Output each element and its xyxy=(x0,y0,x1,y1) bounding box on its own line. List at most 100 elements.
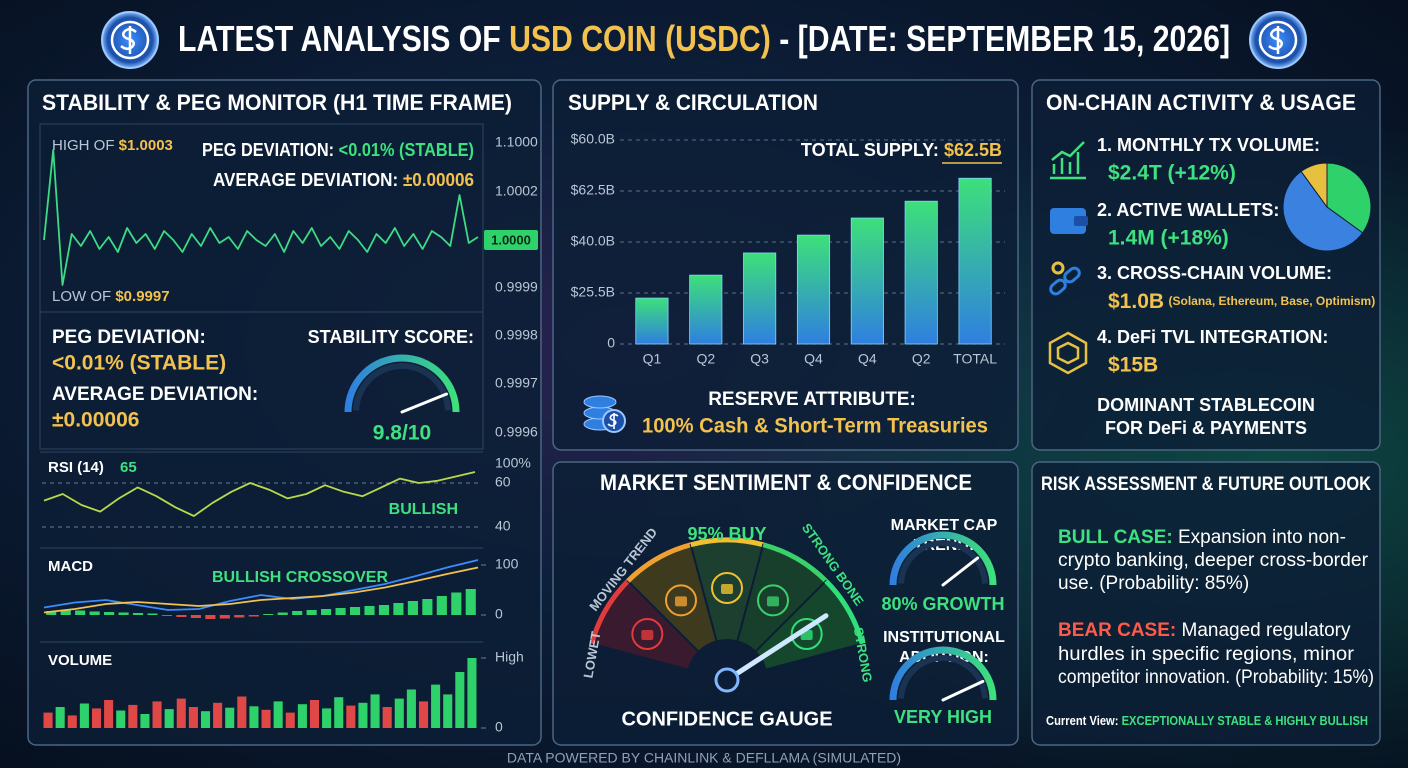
gauge-rim xyxy=(589,579,630,645)
y-tick-label: 60 xyxy=(495,474,511,490)
bar xyxy=(164,709,174,728)
histogram-bar xyxy=(234,615,245,618)
current-price-box xyxy=(484,230,538,250)
gauge-arc xyxy=(344,354,460,413)
y-axis-label: 0.9999 xyxy=(495,279,538,295)
pie-slice xyxy=(1326,162,1372,234)
avg-annotation: AVERAGE DEVIATION: ±0.00006 xyxy=(213,170,474,190)
bar xyxy=(249,706,259,728)
histogram-bar xyxy=(263,614,274,615)
gauge-arc xyxy=(889,531,997,586)
gauge-needle xyxy=(941,556,980,587)
histogram-bar xyxy=(118,612,129,615)
reserve-icon xyxy=(583,395,626,433)
panel-title: ON-CHAIN ACTIVITY & USAGE xyxy=(1046,90,1356,115)
supply-panel xyxy=(552,79,1019,451)
bar xyxy=(418,701,429,728)
item-value: $15B xyxy=(1108,354,1158,377)
histogram-bar xyxy=(292,611,303,615)
x-tick-label: Q4 xyxy=(804,351,823,367)
bar xyxy=(370,694,380,728)
histogram-bar xyxy=(422,599,433,615)
stability-gauge xyxy=(344,354,460,414)
x-tick-label: Q2 xyxy=(912,351,931,367)
footer: DATA POWERED BY CHAINLINK & DEFLLAMA (SI… xyxy=(507,750,901,766)
bar xyxy=(467,658,477,728)
bull-text: Expansion into non- xyxy=(1178,527,1346,548)
bar xyxy=(455,672,465,728)
y-axis-label: 0.9997 xyxy=(495,375,538,391)
macd-annotation: BULLISH CROSSOVER xyxy=(212,569,388,586)
pie-slice xyxy=(1282,170,1364,252)
score-value: 9.8/10 xyxy=(373,422,431,445)
tx-icon xyxy=(1050,141,1086,180)
summary: FOR DeFi & PAYMENTS xyxy=(1105,418,1307,438)
bar xyxy=(285,712,295,728)
gauge-icon-mark xyxy=(641,630,654,640)
bar xyxy=(394,698,404,728)
histogram-bar xyxy=(407,601,418,615)
market-cap-gauge xyxy=(889,531,997,587)
line xyxy=(43,149,479,286)
bar xyxy=(796,234,831,345)
y-tick-label: High xyxy=(495,649,524,665)
histogram-bar xyxy=(147,613,158,615)
y-tick-label: 0 xyxy=(495,719,503,735)
bull-text: crypto banking, deeper cross-border xyxy=(1058,550,1369,571)
item-value-group: $1.0B (Solana, Ethereum, Base, Optimism) xyxy=(1108,290,1375,313)
y-axis-label: $60.0B xyxy=(571,131,615,147)
bar xyxy=(635,297,669,345)
avg-value: ±0.00006 xyxy=(52,409,139,432)
gauge-title: CONFIDENCE GAUGE xyxy=(621,708,832,730)
institutional-label: INSTITUTIONAL xyxy=(883,629,1005,646)
reserve-value: 100% Cash & Short-Term Treasuries xyxy=(642,415,988,438)
histogram-bar xyxy=(248,615,259,617)
y-axis-label: $62.5B xyxy=(571,182,615,198)
title-prefix: LATEST ANALYSIS OF xyxy=(178,18,501,59)
high-label: HIGH OF xyxy=(52,137,115,154)
bull-label: BULL CASE: xyxy=(1058,527,1173,548)
page-title: LATEST ANALYSIS OF USD COIN (USDC) - [DA… xyxy=(178,18,1230,59)
bar xyxy=(382,707,392,728)
bar xyxy=(358,702,368,728)
tvl-icon xyxy=(1048,331,1088,375)
panel-title: MARKET SENTIMENT & CONFIDENCE xyxy=(600,470,972,495)
histogram-bar xyxy=(335,608,346,615)
institutional-value: VERY HIGH xyxy=(894,707,992,727)
item-label: 1. MONTHLY TX VOLUME: xyxy=(1097,135,1320,155)
bar xyxy=(743,252,777,345)
title-highlight: USD COIN (USDC) xyxy=(509,18,771,59)
bear-text: hurdles in specific regions, minor xyxy=(1058,644,1355,665)
bar xyxy=(128,704,138,728)
panel-title: SUPPLY & CIRCULATION xyxy=(568,90,818,115)
volume-title: VOLUME xyxy=(48,652,112,669)
bar xyxy=(346,705,356,728)
bar xyxy=(213,702,223,728)
gauge-icon xyxy=(790,618,823,650)
low-label: LOW OF xyxy=(52,288,111,305)
histogram-bar xyxy=(219,615,230,619)
bar xyxy=(406,689,416,728)
histogram-bar xyxy=(349,607,361,615)
histogram-bar xyxy=(393,603,404,615)
y-tick-label: 100 xyxy=(495,556,519,572)
histogram-bar xyxy=(436,596,447,615)
peg-value: <0.01% (STABLE) xyxy=(52,352,226,375)
item-label: 4. DeFi TVL INTEGRATION: xyxy=(1097,327,1328,347)
y-tick-label: 0 xyxy=(495,606,503,622)
avg-label: AVERAGE DEVIATION: xyxy=(213,170,398,190)
macd-line xyxy=(43,566,479,614)
view-value: EXCEPTIONALLY STABLE & HIGHLY BULLISH xyxy=(1122,713,1368,728)
histogram-bar xyxy=(451,592,462,615)
avg-value: ±0.00006 xyxy=(403,170,474,190)
gauge-icon-mark xyxy=(721,584,733,594)
bar xyxy=(188,707,198,728)
bar xyxy=(79,703,89,728)
x-tick-label: Q2 xyxy=(696,351,715,367)
low-annotation: LOW OF $0.9997 xyxy=(52,288,170,305)
bar xyxy=(309,700,320,728)
bar xyxy=(322,708,332,728)
gauge-rim xyxy=(824,579,865,645)
histogram-bar xyxy=(60,610,71,615)
bar xyxy=(91,708,102,728)
